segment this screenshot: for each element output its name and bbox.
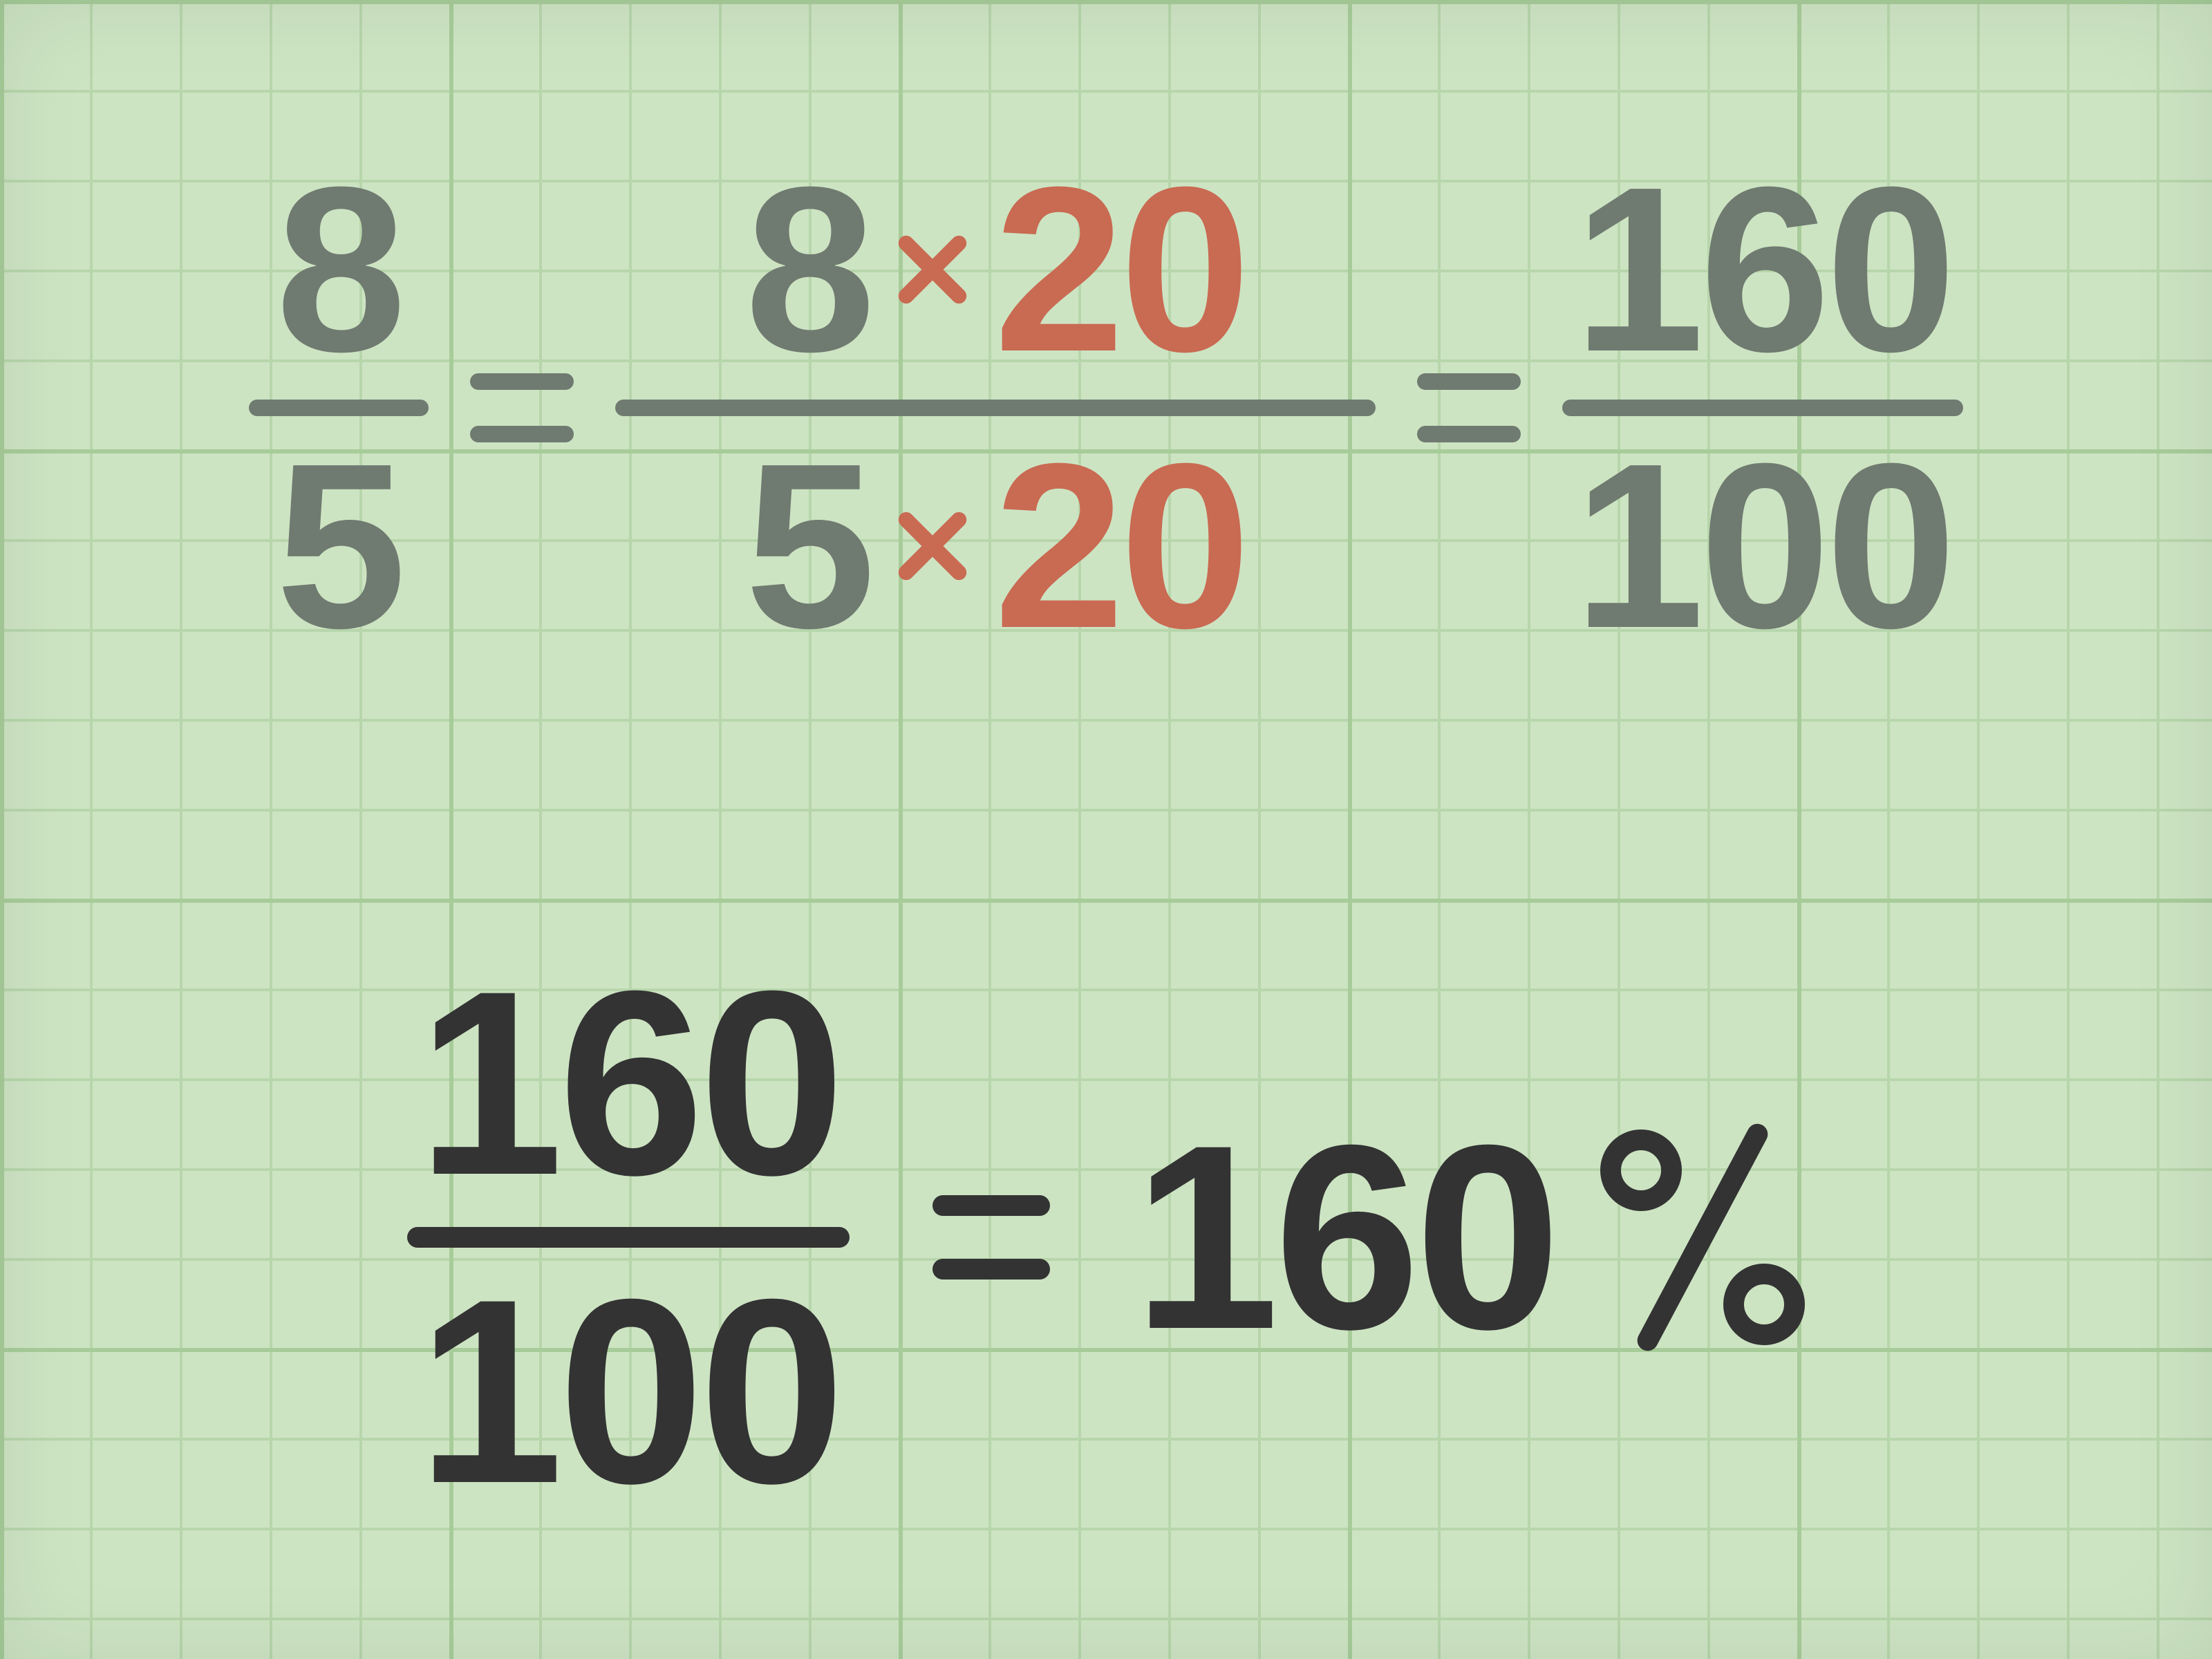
denominator-expression: 5 20 [745, 429, 1246, 664]
equals-sign [470, 373, 574, 442]
denominator-right: 20 [994, 429, 1246, 664]
numerator-expression: 8 20 [745, 152, 1246, 387]
percent-circle-bottom [1723, 1264, 1805, 1345]
fraction-bar [249, 400, 429, 416]
denominator: 5 [276, 429, 402, 664]
numerator-right: 20 [994, 152, 1246, 387]
denominator: 100 [1574, 429, 1952, 664]
numerator-left: 8 [745, 152, 871, 387]
equals-sign [1417, 373, 1521, 442]
numerator: 160 [1574, 152, 1952, 387]
fraction-bar [615, 400, 1376, 416]
percent-circle-top [1600, 1130, 1682, 1211]
equation-row-2: 160 100 160 [0, 926, 2212, 1548]
multiply-icon [888, 501, 977, 591]
fraction-160-over-100: 160 100 [1562, 152, 1963, 664]
fraction-expanded: 8 20 5 20 [615, 152, 1376, 664]
percent-value: 160 [1133, 1106, 1804, 1369]
fraction-bar [1562, 400, 1963, 416]
fraction-8-over-5: 8 5 [249, 152, 429, 664]
numerator: 160 [418, 952, 840, 1215]
denominator-left: 5 [745, 429, 871, 664]
numerator: 8 [276, 152, 402, 387]
multiply-icon [888, 225, 977, 315]
percent-icon [1600, 1130, 1805, 1345]
equation-row-1: 8 5 8 20 5 20 160 100 [0, 97, 2212, 719]
result-value: 160 [1133, 1106, 1555, 1369]
equals-sign [932, 1195, 1050, 1280]
fraction-160-over-100: 160 100 [407, 952, 850, 1523]
denominator: 100 [418, 1260, 840, 1523]
